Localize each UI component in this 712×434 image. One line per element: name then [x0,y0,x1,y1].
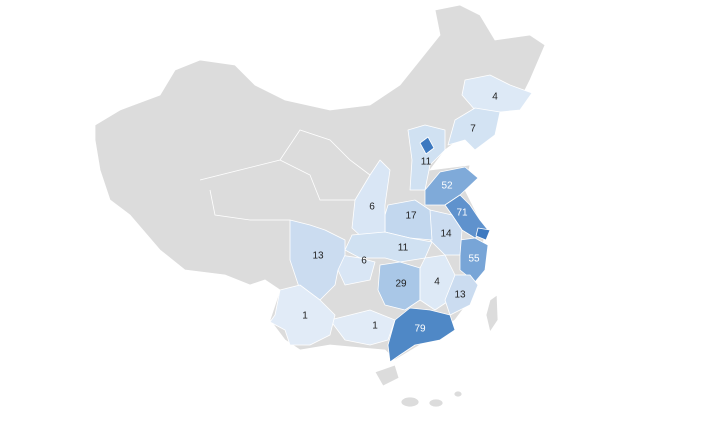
island [400,396,420,408]
region-value-label: 4 [492,92,498,103]
region-jilin [461,74,533,113]
region-fujian [444,274,479,316]
region-value-label: 29 [395,279,407,290]
china-base-map [94,4,546,408]
region-value-label: 71 [456,208,468,219]
region-shanghai [475,227,491,241]
region-hebei [407,124,446,191]
region-value-label: 6 [369,202,375,213]
hainan [374,364,400,387]
province-border [279,159,355,201]
region-shandong [424,166,479,206]
region-value-label: 13 [312,251,324,262]
region-sichuan [289,219,346,301]
region-value-label: 1 [302,311,308,322]
region-value-label: 52 [441,181,453,192]
province-border [209,189,290,221]
region-value-label: 13 [454,290,466,301]
region-yunnan [269,284,336,346]
region-value-label: 55 [468,254,480,265]
region-zhejiang [459,237,489,283]
region-value-label: 4 [434,277,440,288]
region-hunan [377,261,421,311]
region-value-label: 1 [372,321,378,332]
region-shaanxi [351,159,391,241]
region-hubei [344,231,433,263]
region-value-label: 11 [398,243,409,254]
region-value-label: 7 [470,124,476,135]
region-guangxi [329,309,396,346]
island [428,398,444,408]
region-value-label: 79 [414,324,426,335]
taiwan [485,294,499,333]
region-guangdong [387,307,456,363]
region-value-label: 11 [421,157,432,168]
island [453,390,463,398]
region-value-label: 6 [361,256,367,267]
province-border [199,129,371,181]
region-value-label: 14 [440,229,452,240]
region-liaoning [447,107,501,151]
region-value-label: 17 [405,211,417,222]
region-beijing [419,136,435,155]
